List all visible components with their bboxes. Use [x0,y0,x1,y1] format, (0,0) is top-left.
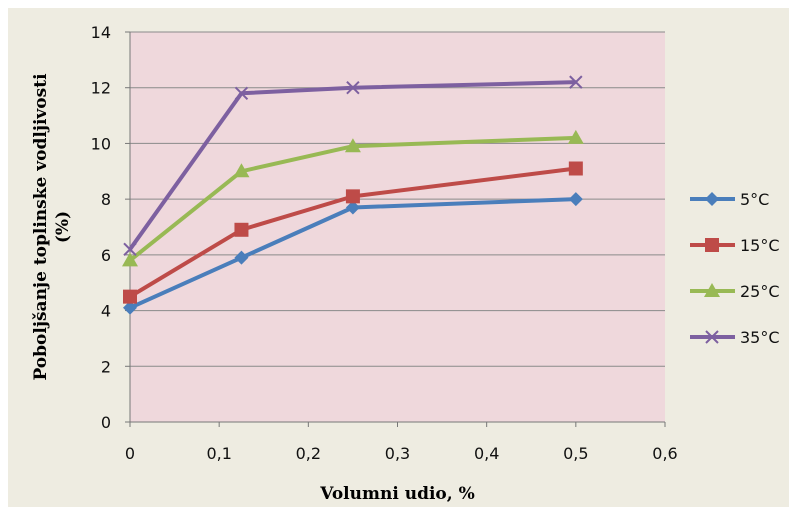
data-point [234,86,249,100]
data-point [234,222,249,237]
x-tick-label: 0,2 [296,444,321,463]
series-line [128,80,576,251]
series-0 [123,192,583,315]
legend-label: 25°C [740,282,780,301]
data-point [344,138,361,153]
legend-item: 15°C [690,236,780,255]
data-point [569,75,583,89]
y-tick-label: 0 [101,413,111,432]
y-tick-label: 2 [101,357,111,376]
legend: 5°C 15°C 25°C 35°C [690,190,780,347]
legend-item: 5°C [690,190,769,209]
data-point [122,252,138,267]
data-point [123,242,137,256]
series-line [129,197,576,310]
y-tick-label: 6 [101,246,111,265]
legend-marker [705,238,719,252]
y-axis-title-line1: Poboljšanje toplinske vodljivosti [31,73,51,381]
series-line [128,135,576,262]
legend-item: 35°C [690,328,780,347]
data-point [567,129,584,144]
series-3 [123,75,583,256]
legend-label: 15°C [740,236,780,255]
data-point [234,250,249,265]
y-tick-label: 8 [101,190,111,209]
data-point [568,192,583,207]
series-group [122,75,584,315]
legend-marker [705,330,719,344]
legend-label: 35°C [740,328,780,347]
x-tick-label: 0 [125,444,135,463]
data-point [346,81,360,95]
data-point [123,300,137,315]
y-axis-title: Poboljšanje toplinske vodljivosti (%) [31,73,73,381]
data-point [345,189,360,204]
y-tick-label: 10 [91,134,111,153]
x-tick-label: 0,1 [206,444,231,463]
series-2 [122,129,584,267]
x-tick-label: 0,6 [652,444,677,463]
legend-label: 5°C [740,190,769,209]
legend-marker [705,192,719,206]
series-1 [123,161,583,304]
y-axis-title-line2: (%) [53,211,73,243]
y-tick-label: 12 [91,79,111,98]
data-point [568,161,583,176]
legend-marker [704,283,720,297]
data-point [345,200,360,215]
x-tick-label: 0,5 [563,444,588,463]
x-tick-label: 0,4 [474,444,499,463]
series-line [128,166,577,299]
data-point [233,163,250,178]
y-tick-label: 4 [101,302,111,321]
x-tick-label: 0,3 [385,444,410,463]
x-axis-title: Volumni udio, % [319,484,475,504]
data-point [123,289,137,304]
y-tick-label: 14 [91,23,111,42]
plot-area [130,32,665,422]
axes: 0 2 4 6 8 10 12 14 0 0,1 0,2 0,3 0,4 0,5 0,6 [91,23,678,463]
legend-item: 25°C [690,282,780,301]
